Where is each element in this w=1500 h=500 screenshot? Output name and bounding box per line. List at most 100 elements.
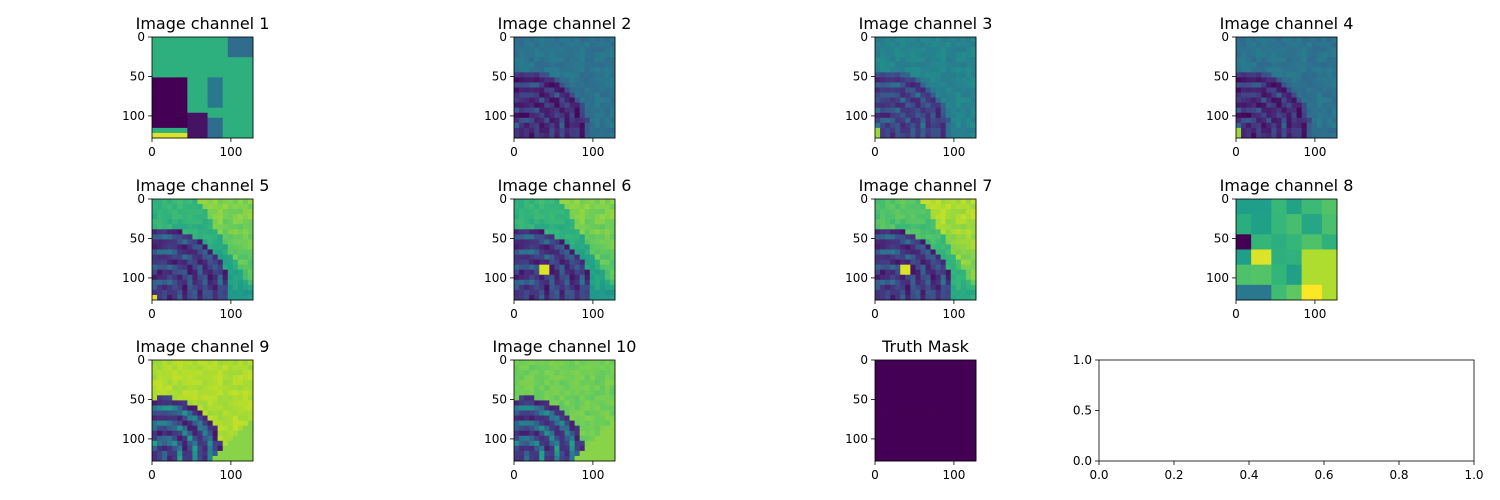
heatmap-cell [197, 410, 203, 416]
heatmap-cell [915, 445, 921, 452]
heatmap-cell [920, 294, 926, 301]
heatmap-cell [1266, 294, 1272, 301]
heatmap-cell [554, 224, 560, 230]
heatmap-cell [549, 209, 555, 215]
heatmap-cell [152, 385, 158, 391]
heatmap-cell [965, 435, 972, 442]
heatmap-cell [880, 229, 886, 235]
heatmap-cell [1286, 47, 1292, 53]
heatmap-cell [237, 107, 244, 114]
heatmap-cell [172, 420, 178, 427]
heatmap-cell [212, 229, 219, 235]
heatmap-cell [885, 52, 891, 58]
heatmap-cell [247, 214, 254, 220]
heatmap-cell [1331, 204, 1338, 210]
heatmap-cell [539, 132, 545, 139]
heatmap-cell [247, 244, 254, 250]
heatmap-cell [1271, 47, 1277, 53]
heatmap-cell [519, 279, 525, 286]
heatmap-cell [559, 274, 565, 281]
heatmap-cell [157, 97, 163, 104]
heatmap-cell [1241, 224, 1247, 230]
heatmap-cell [589, 420, 596, 427]
heatmap-cell [885, 440, 891, 447]
heatmap-cell [227, 132, 234, 139]
heatmap-cell [549, 269, 555, 276]
heatmap-cell [925, 82, 931, 88]
heatmap-cell [167, 209, 173, 215]
heatmap-cell [574, 234, 581, 240]
heatmap-cell [197, 390, 203, 396]
heatmap-cell [1251, 204, 1257, 210]
heatmap-cell [1266, 92, 1272, 98]
heatmap-cell [1256, 67, 1262, 73]
heatmap-cell [920, 440, 926, 447]
heatmap-cell [599, 219, 606, 225]
heatmap-cell [1286, 97, 1292, 104]
heatmap-cell [187, 400, 193, 406]
heatmap-cell [217, 390, 224, 396]
heatmap-cell [524, 269, 530, 276]
heatmap-cell [157, 284, 163, 291]
x-tick-label: 100 [219, 468, 242, 482]
heatmap-cell [885, 420, 891, 427]
heatmap-cell [915, 274, 921, 281]
heatmap-cell [584, 435, 591, 442]
heatmap-cell [890, 92, 896, 98]
heatmap-cell [609, 400, 616, 406]
heatmap-cell [1286, 249, 1292, 255]
heatmap-cell [529, 122, 535, 129]
heatmap-cell [1246, 127, 1252, 134]
heatmap-cell [1331, 57, 1338, 63]
heatmap-cell [1261, 294, 1267, 301]
heatmap-cell [1286, 77, 1292, 83]
heatmap-cell [885, 289, 891, 296]
heatmap-cell [162, 214, 168, 220]
heatmap-cell [559, 400, 565, 406]
heatmap-cell [1296, 37, 1303, 43]
heatmap-cell [875, 365, 881, 371]
heatmap-cell [1276, 234, 1282, 240]
heatmap-cell [192, 67, 198, 73]
heatmap-cell [539, 400, 545, 406]
heatmap-cell [885, 425, 891, 432]
heatmap-cell [202, 415, 208, 421]
heatmap-cell [177, 365, 183, 371]
heatmap-cell [594, 112, 601, 119]
heatmap-cell [970, 294, 977, 301]
heatmap-cell [604, 209, 611, 215]
heatmap-cell [880, 112, 886, 119]
heatmap-cell [559, 102, 565, 109]
heatmap-cell [187, 390, 193, 396]
heatmap-cell [945, 42, 952, 48]
heatmap-cell [534, 400, 540, 406]
heatmap-cell [1241, 132, 1247, 139]
x-tick-label: 0 [148, 145, 156, 159]
heatmap-cell [1251, 289, 1257, 296]
heatmap-cell [514, 52, 520, 58]
heatmap-cell [1316, 87, 1323, 93]
heatmap-cell [885, 47, 891, 53]
heatmap-cell [1331, 87, 1338, 93]
heatmap-cell [232, 430, 239, 437]
heatmap-cell [519, 259, 525, 266]
heatmap-cell [172, 375, 178, 381]
heatmap-cell [544, 400, 550, 406]
heatmap-cell [192, 204, 198, 210]
heatmap-cell [192, 42, 198, 48]
heatmap-cell [584, 390, 591, 396]
heatmap-cell [564, 415, 570, 421]
heatmap-cell [895, 82, 901, 88]
heatmap-cell [202, 370, 208, 376]
heatmap-cell [177, 127, 183, 134]
heatmap-cell [970, 214, 977, 220]
heatmap-cell [584, 234, 591, 240]
heatmap-cell [202, 62, 208, 68]
heatmap-cell [950, 425, 957, 432]
heatmap-cell [152, 97, 158, 104]
heatmap-cell [970, 229, 977, 235]
heatmap-cell [1331, 132, 1338, 139]
heatmap-cell [197, 77, 203, 83]
heatmap-cell [554, 365, 560, 371]
heatmap-cell [564, 219, 570, 225]
